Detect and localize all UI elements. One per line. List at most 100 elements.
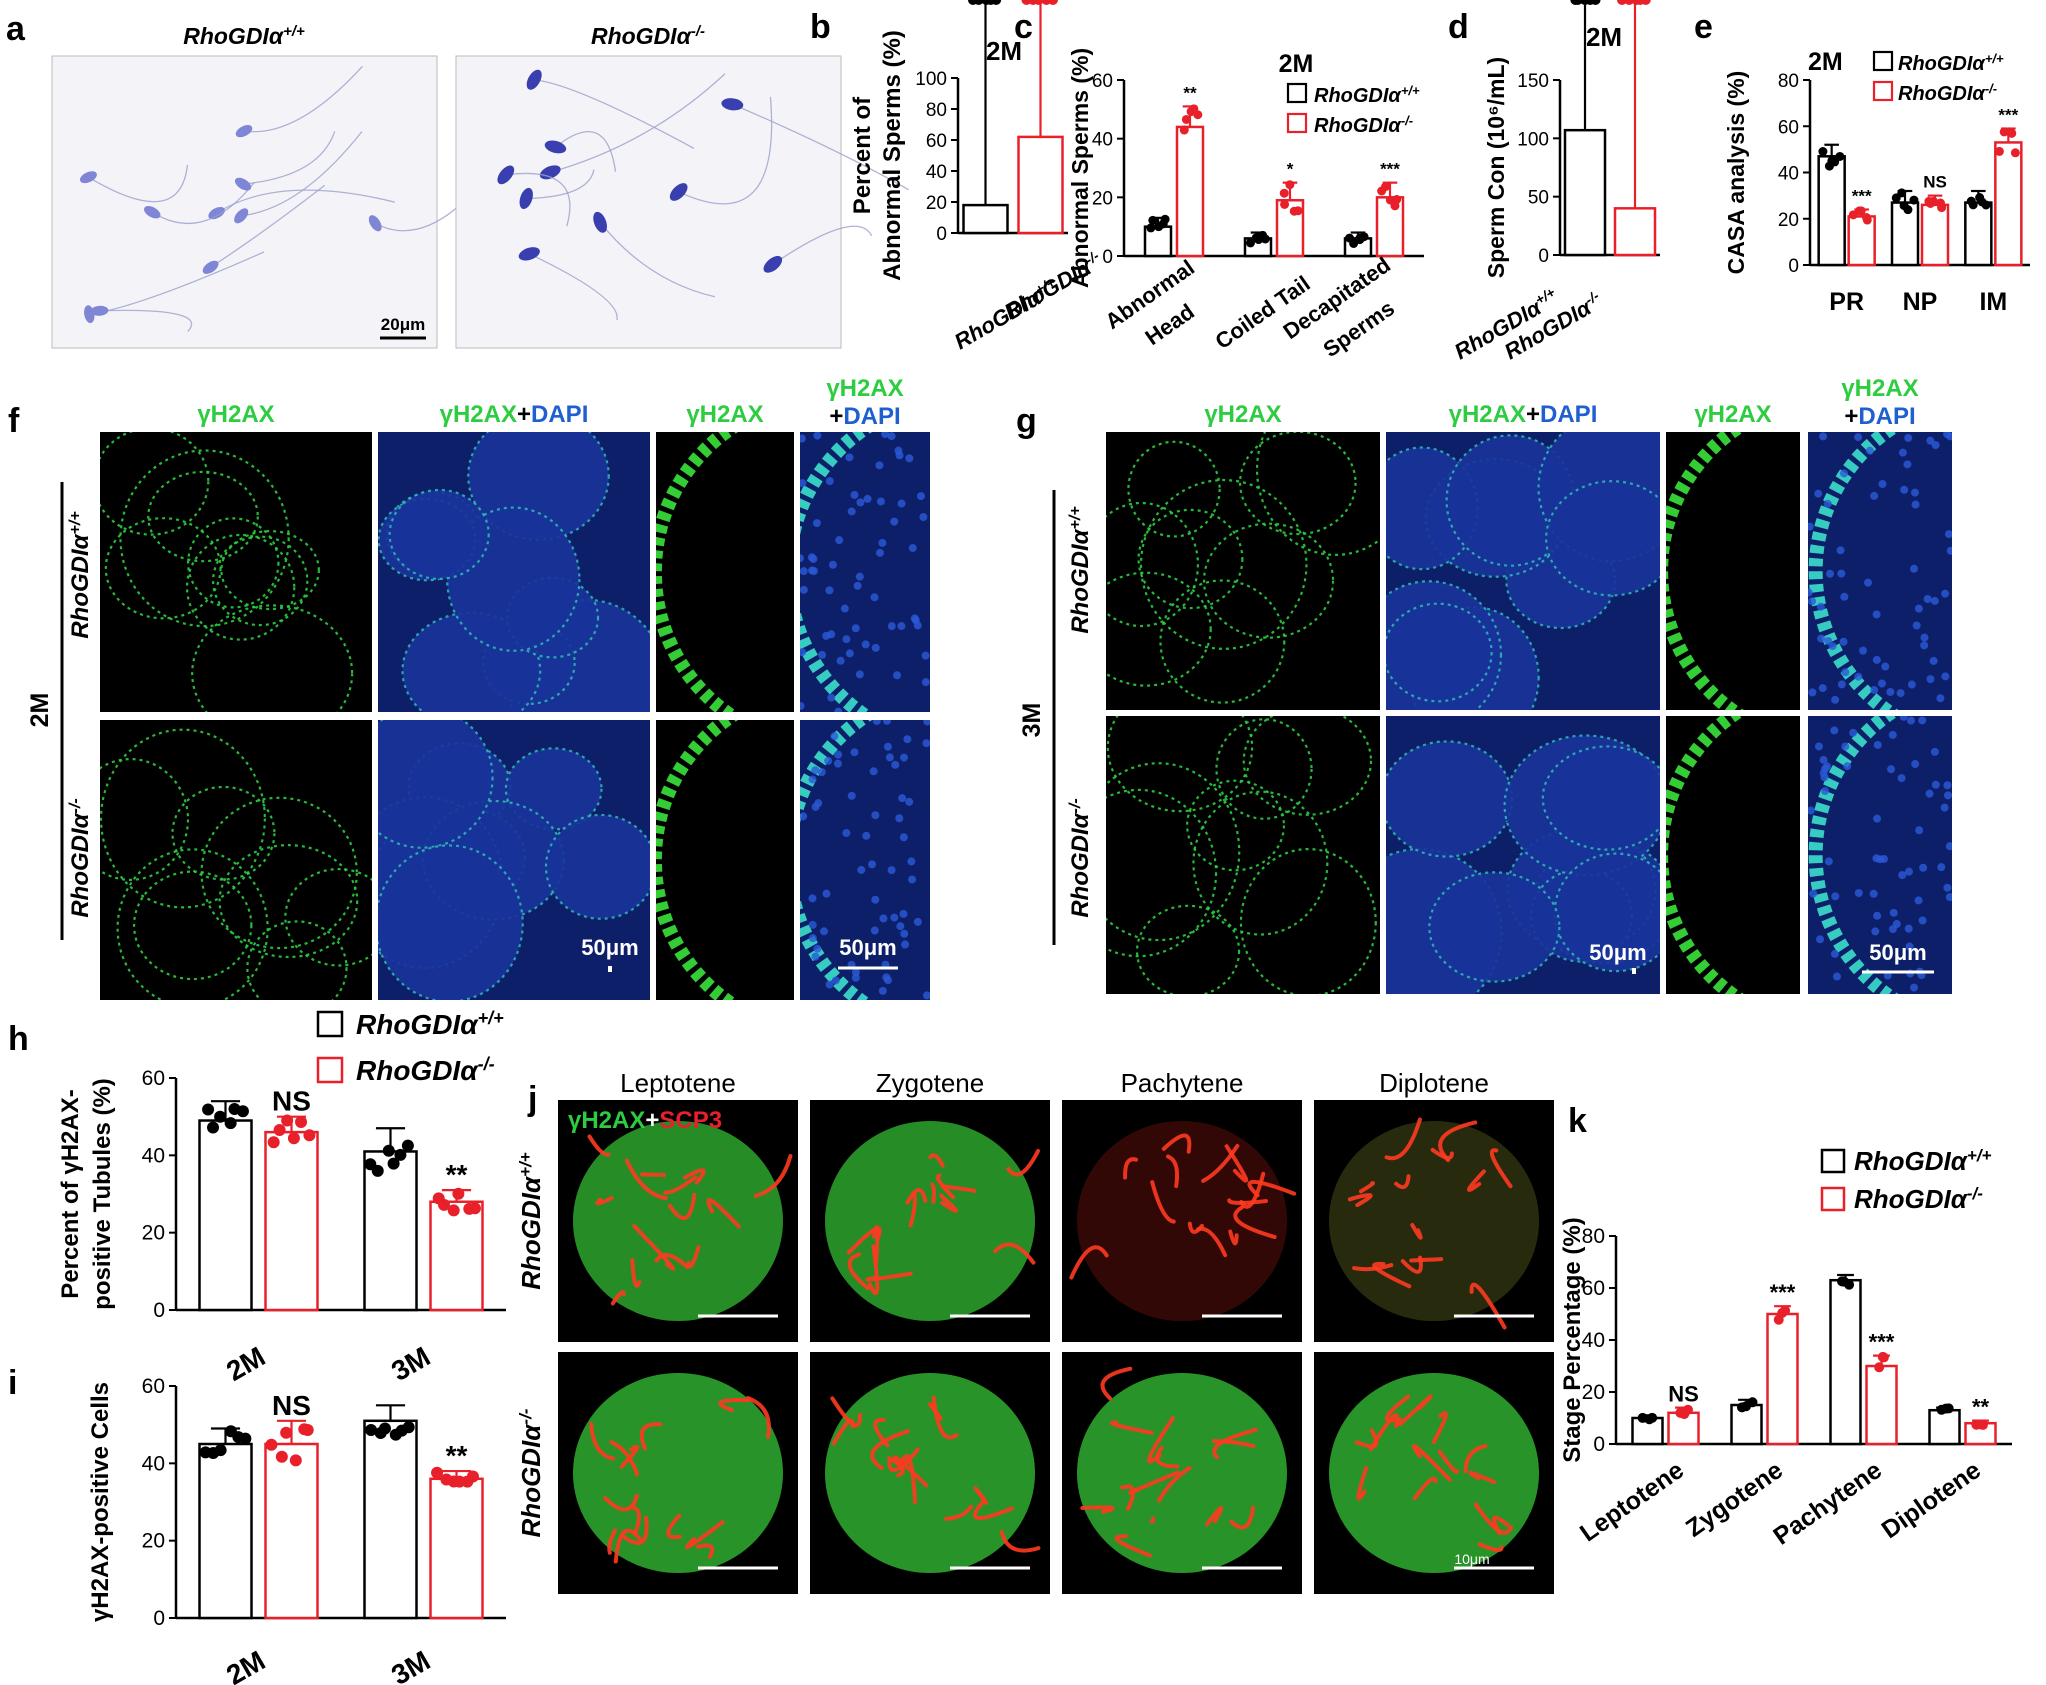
y-tick-label: 40	[1778, 164, 1799, 185]
nucleus	[1929, 656, 1938, 665]
chromosome-axis	[654, 1253, 690, 1269]
nucleus	[835, 536, 844, 545]
nucleus	[833, 759, 842, 768]
legend-label: RhoGDIα+/+	[1898, 51, 2004, 76]
significance-mark: *	[1287, 160, 1294, 179]
nucleus	[855, 572, 864, 581]
spread-image	[1314, 1100, 1554, 1342]
data-point	[1897, 188, 1907, 198]
nucleus	[870, 926, 879, 935]
bar	[1928, 1408, 1961, 1446]
nucleus	[857, 865, 866, 874]
sperm-tail	[555, 130, 617, 172]
chromosome-axis	[1409, 1257, 1444, 1263]
nucleus	[868, 860, 877, 869]
y-tick-label: 80	[926, 100, 947, 121]
y-tick-label: 50	[1528, 188, 1549, 209]
nucleus	[1808, 597, 1817, 606]
tubule	[388, 488, 490, 580]
nucleus	[800, 585, 808, 594]
nucleus	[901, 940, 910, 949]
chromosome-axis	[1228, 1229, 1239, 1246]
data-point	[378, 1422, 391, 1435]
scale-label: 50μm	[1869, 940, 1927, 965]
nucleus	[822, 889, 831, 898]
nucleus	[1945, 842, 1952, 851]
image-bg	[800, 432, 930, 712]
data-point	[1293, 206, 1303, 216]
data-point	[1245, 238, 1255, 248]
nucleus	[1915, 826, 1924, 835]
chromosome-axis	[1411, 1444, 1452, 1482]
chromosome-axis	[619, 1444, 640, 1469]
nucleus	[869, 767, 878, 776]
nucleus	[1830, 949, 1839, 958]
nucleus	[827, 693, 836, 702]
nucleus	[883, 976, 892, 985]
sperm-head	[368, 215, 382, 232]
chromosome-axis	[1196, 1226, 1228, 1258]
tubule	[185, 533, 296, 641]
data-point	[301, 1424, 314, 1437]
legend-swatch	[1820, 1186, 1846, 1212]
tubule	[100, 728, 266, 909]
nucleus	[1823, 762, 1832, 771]
nucleus	[1889, 908, 1898, 917]
nucleus	[878, 986, 887, 995]
scale-label: 50μm	[1589, 940, 1647, 965]
data-point	[207, 1121, 220, 1134]
data-point	[214, 1444, 227, 1457]
data-point	[202, 1103, 215, 1116]
nucleus	[1843, 762, 1852, 771]
chromosome-axis	[1211, 1438, 1256, 1449]
chromosome-axis	[887, 1447, 920, 1473]
data-point	[1977, 1419, 1988, 1430]
tubule	[104, 517, 222, 620]
nucleus	[1900, 485, 1909, 494]
column-title: +DAPI	[1844, 403, 1915, 430]
chromosome-axis	[1006, 1148, 1041, 1177]
panel-letter-g: g	[1016, 402, 1037, 440]
nucleus	[1873, 740, 1882, 749]
chromosome-axis	[931, 1395, 959, 1440]
chromosome-axis	[1468, 1470, 1497, 1484]
nucleus	[1873, 911, 1882, 920]
column-title: γH2AX	[1204, 401, 1281, 428]
g-image	[1386, 432, 1660, 710]
data-point	[1285, 180, 1295, 190]
legend-label: RhoGDIα-/-	[356, 1054, 495, 1086]
legend-label: RhoGDIα+/+	[356, 1008, 504, 1040]
nucleus	[1923, 595, 1932, 604]
chromosome-axis	[1166, 1154, 1180, 1189]
nucleus	[1864, 578, 1873, 587]
data-point	[394, 1148, 407, 1161]
nucleus	[800, 554, 805, 563]
significance-mark: ***	[1998, 106, 2018, 125]
legend-label: RhoGDIα-/-	[1898, 81, 1997, 106]
chart-e: 0 20 40 60 80 CASA analysis (%) *** NS ***	[1723, 71, 2030, 277]
y-tick-label: 20	[142, 1222, 165, 1245]
chromosome-axis	[1431, 1411, 1448, 1445]
nucleus	[908, 543, 917, 552]
nucleus	[1824, 857, 1833, 866]
chromosome-axis	[928, 1153, 945, 1168]
bar	[198, 1442, 253, 1620]
significance-mark: **	[1972, 1395, 1990, 1420]
nucleus	[1849, 728, 1858, 737]
nucleus	[919, 513, 928, 522]
x-tick-label: Diplotene	[1877, 1456, 1986, 1544]
nucleus	[862, 831, 871, 840]
x-tick-label: NP	[1903, 288, 1938, 316]
nucleus	[1930, 747, 1939, 756]
bar	[1613, 207, 1657, 257]
bar	[1817, 155, 1846, 267]
tubule-group	[1386, 734, 1660, 994]
column-title: γH2AX	[197, 401, 274, 428]
nucleus	[1831, 892, 1840, 901]
x-tick-label: 2M	[221, 1645, 270, 1685]
chromosome-axis	[1352, 1263, 1394, 1272]
data-point	[1359, 232, 1369, 242]
sperm-tail	[88, 164, 189, 203]
tubule	[378, 844, 524, 1000]
bar	[1766, 1312, 1799, 1446]
